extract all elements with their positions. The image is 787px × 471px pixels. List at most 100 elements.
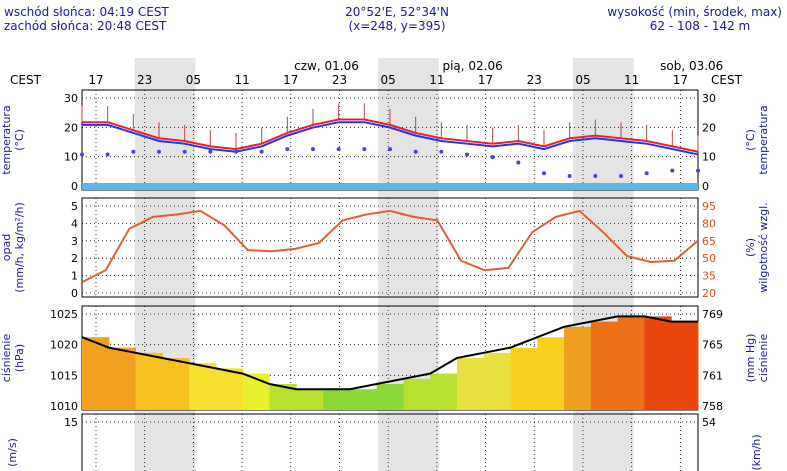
panel-wind: 15105436(m/s)(km/h)	[6, 413, 763, 471]
right-tick-label: 758	[702, 400, 723, 413]
left-axis-label: (m/s)	[6, 438, 19, 467]
hour-tick-label: 17	[478, 73, 493, 87]
temp-max-line	[82, 118, 699, 153]
left-tick-label: 2	[71, 252, 78, 265]
temp-line	[82, 121, 699, 156]
right-axis-label: (°C) temperatura	[744, 105, 770, 174]
dew-point-dot	[465, 152, 469, 157]
right-tick-label: 95	[702, 200, 716, 213]
tz-label-right: CEST	[711, 73, 743, 87]
axis-label-line: (hPa)	[13, 344, 26, 372]
pressure-fill-segment	[108, 347, 137, 410]
dew-point-dot	[208, 149, 213, 154]
left-tick-label: 30	[64, 92, 78, 105]
right-axis-label: (%) wilgotność wzgl.	[744, 202, 770, 292]
left-tick-label: 1025	[50, 308, 78, 321]
dew-point-dot	[336, 147, 341, 152]
right-tick-label: 765	[702, 339, 723, 352]
left-tick-label: 1015	[50, 369, 78, 382]
dew-point-dot	[542, 171, 546, 176]
pressure-fill-segment	[617, 316, 645, 410]
pressure-fill-segment	[296, 389, 324, 410]
pressure-fill-segment	[590, 321, 619, 410]
left-axis-label: temperatura (°C)	[0, 105, 26, 174]
pressure-fill-segment	[403, 378, 431, 410]
hour-tick-label: 17	[88, 73, 103, 87]
pressure-fill-segment	[376, 384, 404, 410]
axis-label-line: ciśnienie	[757, 334, 770, 383]
pressure-fill-segment	[644, 316, 672, 410]
height-values: 62 - 108 - 142 m	[650, 19, 751, 33]
right-tick-label: 35	[702, 270, 716, 283]
date-label: pią, 02.06	[442, 59, 502, 73]
hour-tick-label: 23	[137, 73, 152, 87]
date-label: sob, 03.06	[660, 59, 723, 73]
zero-band	[82, 183, 698, 190]
left-tick-label: 1	[71, 270, 78, 283]
dew-point-dot	[388, 147, 392, 152]
hour-tick-label: 23	[527, 73, 542, 87]
panel-frame	[81, 197, 699, 298]
dew-point-dot	[413, 149, 418, 154]
hour-tick-label: 05	[575, 73, 590, 87]
hour-tick-label: 05	[381, 73, 396, 87]
hour-tick-label: 11	[234, 73, 249, 87]
pressure-fill-segment	[323, 389, 351, 410]
dew-point-dot	[567, 173, 572, 178]
pressure-fill-segment	[510, 347, 538, 410]
dew-point-dot	[696, 168, 700, 173]
dew-point-dot	[157, 149, 161, 154]
right-tick-label: 30	[702, 92, 716, 105]
right-tick-label: 80	[702, 217, 716, 230]
dew-point-dot	[311, 147, 315, 152]
dew-point-dot	[619, 173, 623, 178]
axis-label-line: opad	[0, 234, 13, 261]
axis-label-line: (km/h)	[750, 434, 763, 470]
axis-label-line: wilgotność wzgl.	[757, 202, 770, 292]
dew-point-dot	[670, 168, 675, 173]
left-tick-label: 4	[71, 217, 78, 230]
right-tick-label: 10	[702, 151, 716, 164]
axis-label-line: temperatura	[757, 105, 770, 174]
axis-label-line: (°C)	[744, 129, 757, 151]
right-tick-label: 761	[702, 369, 723, 382]
date-label: czw, 01.06	[294, 59, 359, 73]
pressure-fill-segment	[430, 373, 458, 410]
axis-label-line: (%)	[744, 238, 757, 257]
right-tick-label: 20	[702, 121, 716, 134]
dew-point-dot	[490, 155, 495, 160]
dew-point-dot	[593, 173, 598, 178]
axis-label-line: temperatura	[0, 105, 13, 174]
dew-point-dot	[285, 147, 290, 152]
hour-tick-label: 11	[624, 73, 639, 87]
axis-label-line: (mm Hg)	[744, 334, 757, 383]
left-axis-label: opad (mm/h, kg/m²/h)	[0, 202, 26, 293]
left-tick-label: 15	[64, 416, 78, 429]
dew-point-dot	[131, 149, 136, 154]
left-axis-label: ciśnienie (hPa)	[0, 334, 26, 383]
right-tick-label: 65	[702, 235, 716, 248]
dew-point-dot	[182, 149, 187, 154]
pressure-fill-segment	[483, 352, 512, 410]
left-tick-label: 5	[71, 200, 78, 213]
coords-text: 20°52'E, 52°34'N	[345, 5, 449, 19]
right-axis-label: (km/h)	[750, 434, 763, 470]
right-axis-label: (mm Hg) ciśnienie	[744, 334, 770, 383]
panel-frame	[81, 413, 699, 471]
dew-point-dot	[362, 147, 367, 152]
hour-tick-label: 05	[186, 73, 201, 87]
left-tick-label: 3	[71, 235, 78, 248]
pressure-fill-segment	[135, 352, 163, 410]
right-tick-label: 54	[702, 416, 716, 429]
pressure-fill-segment	[215, 368, 244, 410]
panel-precipitation-humidity: 5 4 3 2 1 0 95 80 65 50 35 20 opad (mm/h, kg/m²/h) (%)…	[0, 197, 770, 300]
pressure-fill-segment	[82, 337, 110, 410]
dew-point-dot	[80, 152, 84, 157]
right-tick-label: 769	[702, 308, 723, 321]
hour-tick-label: 11	[429, 73, 444, 87]
